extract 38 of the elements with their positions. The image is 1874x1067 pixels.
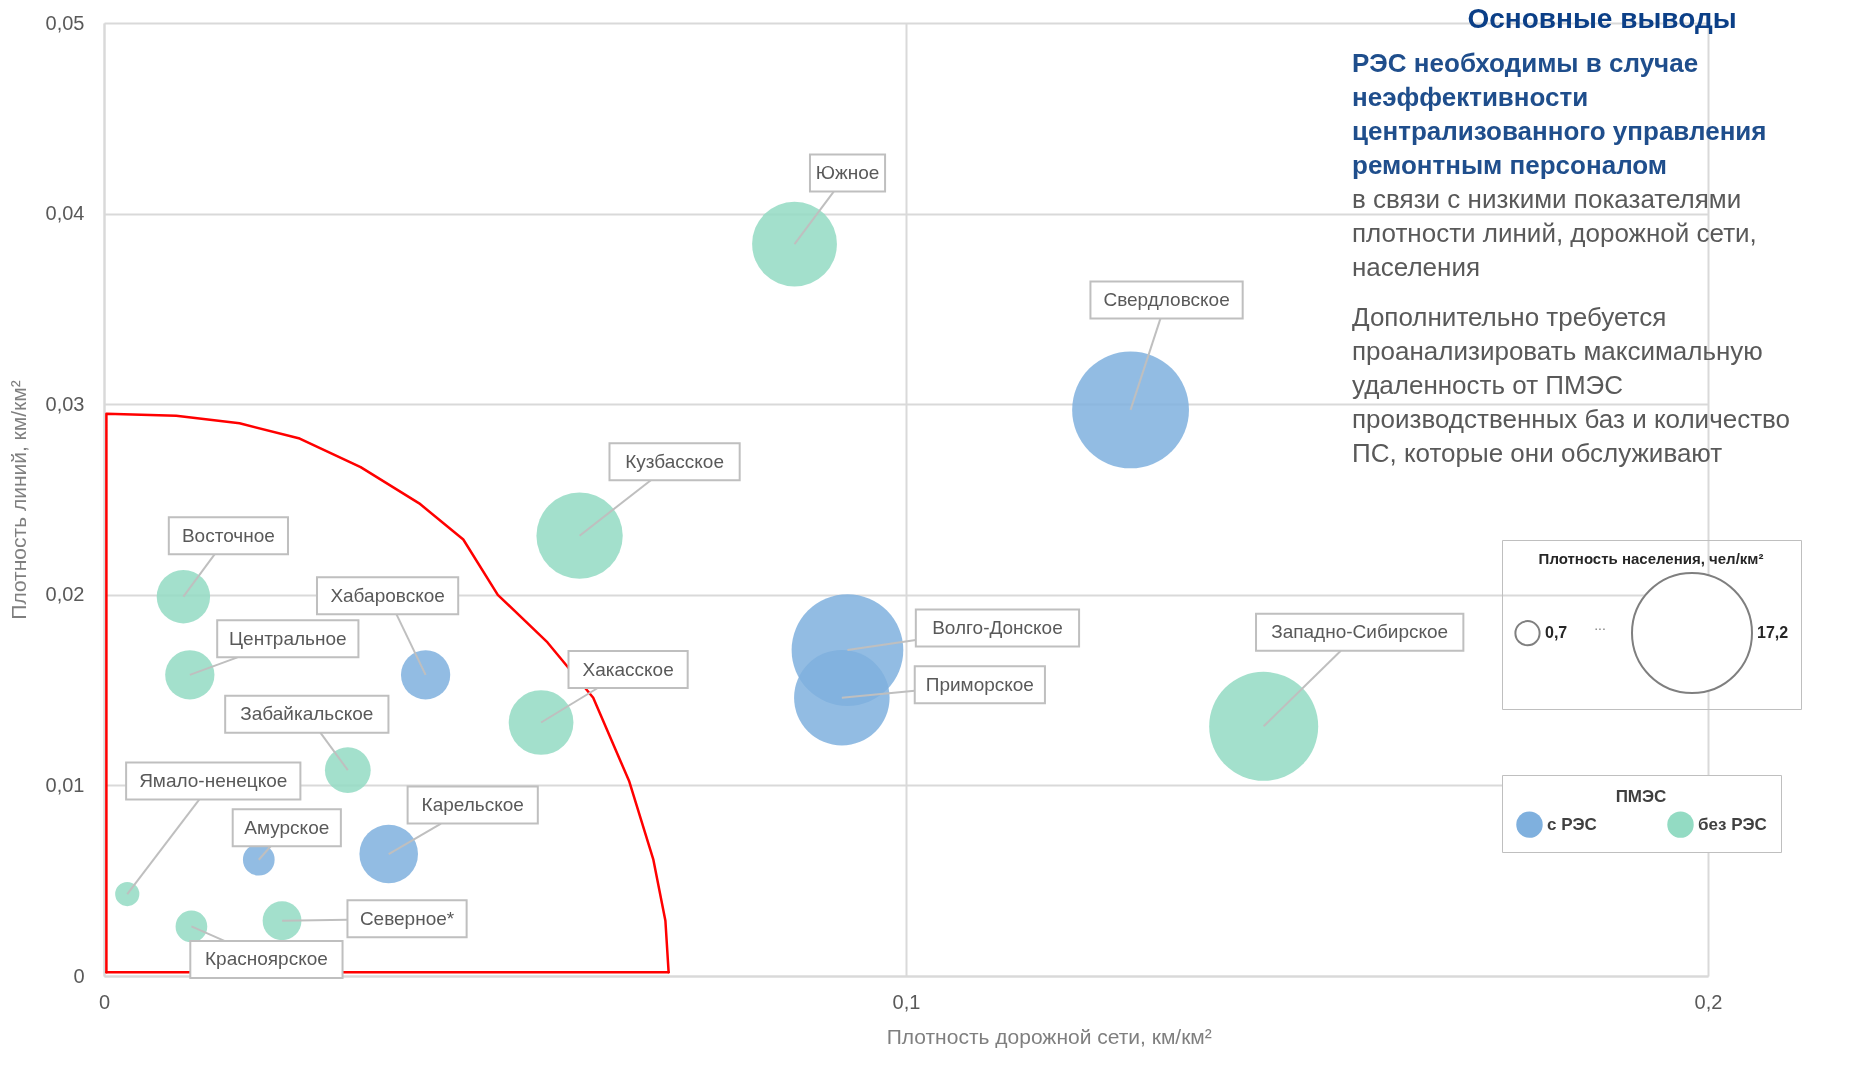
- annotation: Восточное: [181, 524, 275, 546]
- annotation: Плотность населения, чел/км²: [1538, 550, 1764, 567]
- annotation: Западно-Сибирское: [1271, 621, 1449, 643]
- annotation: Хабаровское: [330, 584, 445, 606]
- legend-label: 0,7: [1545, 624, 1568, 642]
- annotation: Забайкальское: [240, 703, 374, 725]
- x-axis-title: Плотность дорожной сети, км/км²: [886, 1024, 1212, 1048]
- annotation: Карельское: [421, 794, 524, 816]
- annotation: Северное*: [359, 907, 455, 929]
- y-tick-label: 0,01: [45, 773, 85, 796]
- legend-title: ПМЭС: [1615, 787, 1667, 806]
- y-tick-label: 0,04: [45, 202, 85, 225]
- annotation: Красноярское: [205, 948, 328, 970]
- y-tick-label: 0,05: [45, 11, 85, 34]
- annotation: Центральное: [229, 627, 347, 649]
- legend-label: с РЭС: [1547, 814, 1597, 834]
- annotation: ...: [1594, 617, 1606, 633]
- annotation: Амурское: [244, 816, 330, 838]
- x-tick-label: 0,2: [1694, 990, 1723, 1013]
- annotation: Дополнительно требуется проанализировать максимальную удаленность от ПМЭС производственных баз и количество ПС, которые они обслуживают: [1352, 302, 1791, 468]
- y-tick-label: 0,02: [45, 583, 85, 606]
- legend-label: без РЭС: [1698, 814, 1767, 834]
- x-tick-label: 0,1: [892, 990, 921, 1013]
- y-axis-title: Плотность линий, км/км²: [6, 380, 30, 620]
- annotation: Приморское: [925, 673, 1034, 695]
- annotation: Свердловское: [1103, 288, 1230, 310]
- annotation: Ямало-ненецкое: [139, 770, 288, 792]
- y-tick-label: 0: [73, 964, 85, 987]
- y-tick-label: 0,03: [45, 392, 85, 415]
- annotation: Хакасское: [582, 658, 674, 680]
- annotation: Кузбасское: [625, 450, 724, 472]
- legend-label: 17,2: [1757, 624, 1789, 641]
- x-tick-label: 0: [98, 990, 111, 1013]
- annotation: РЭС необходимы в случае неэффективности централизованного управления ремонтным персоналом: [1352, 48, 1767, 180]
- annotation: в связи с низкими показателями плотности линий, дорожной сети, населения: [1352, 184, 1757, 282]
- annotation: Южное: [815, 162, 880, 184]
- annotation: Основные выводы: [1467, 3, 1737, 34]
- annotation: Волго-Донское: [932, 617, 1063, 639]
